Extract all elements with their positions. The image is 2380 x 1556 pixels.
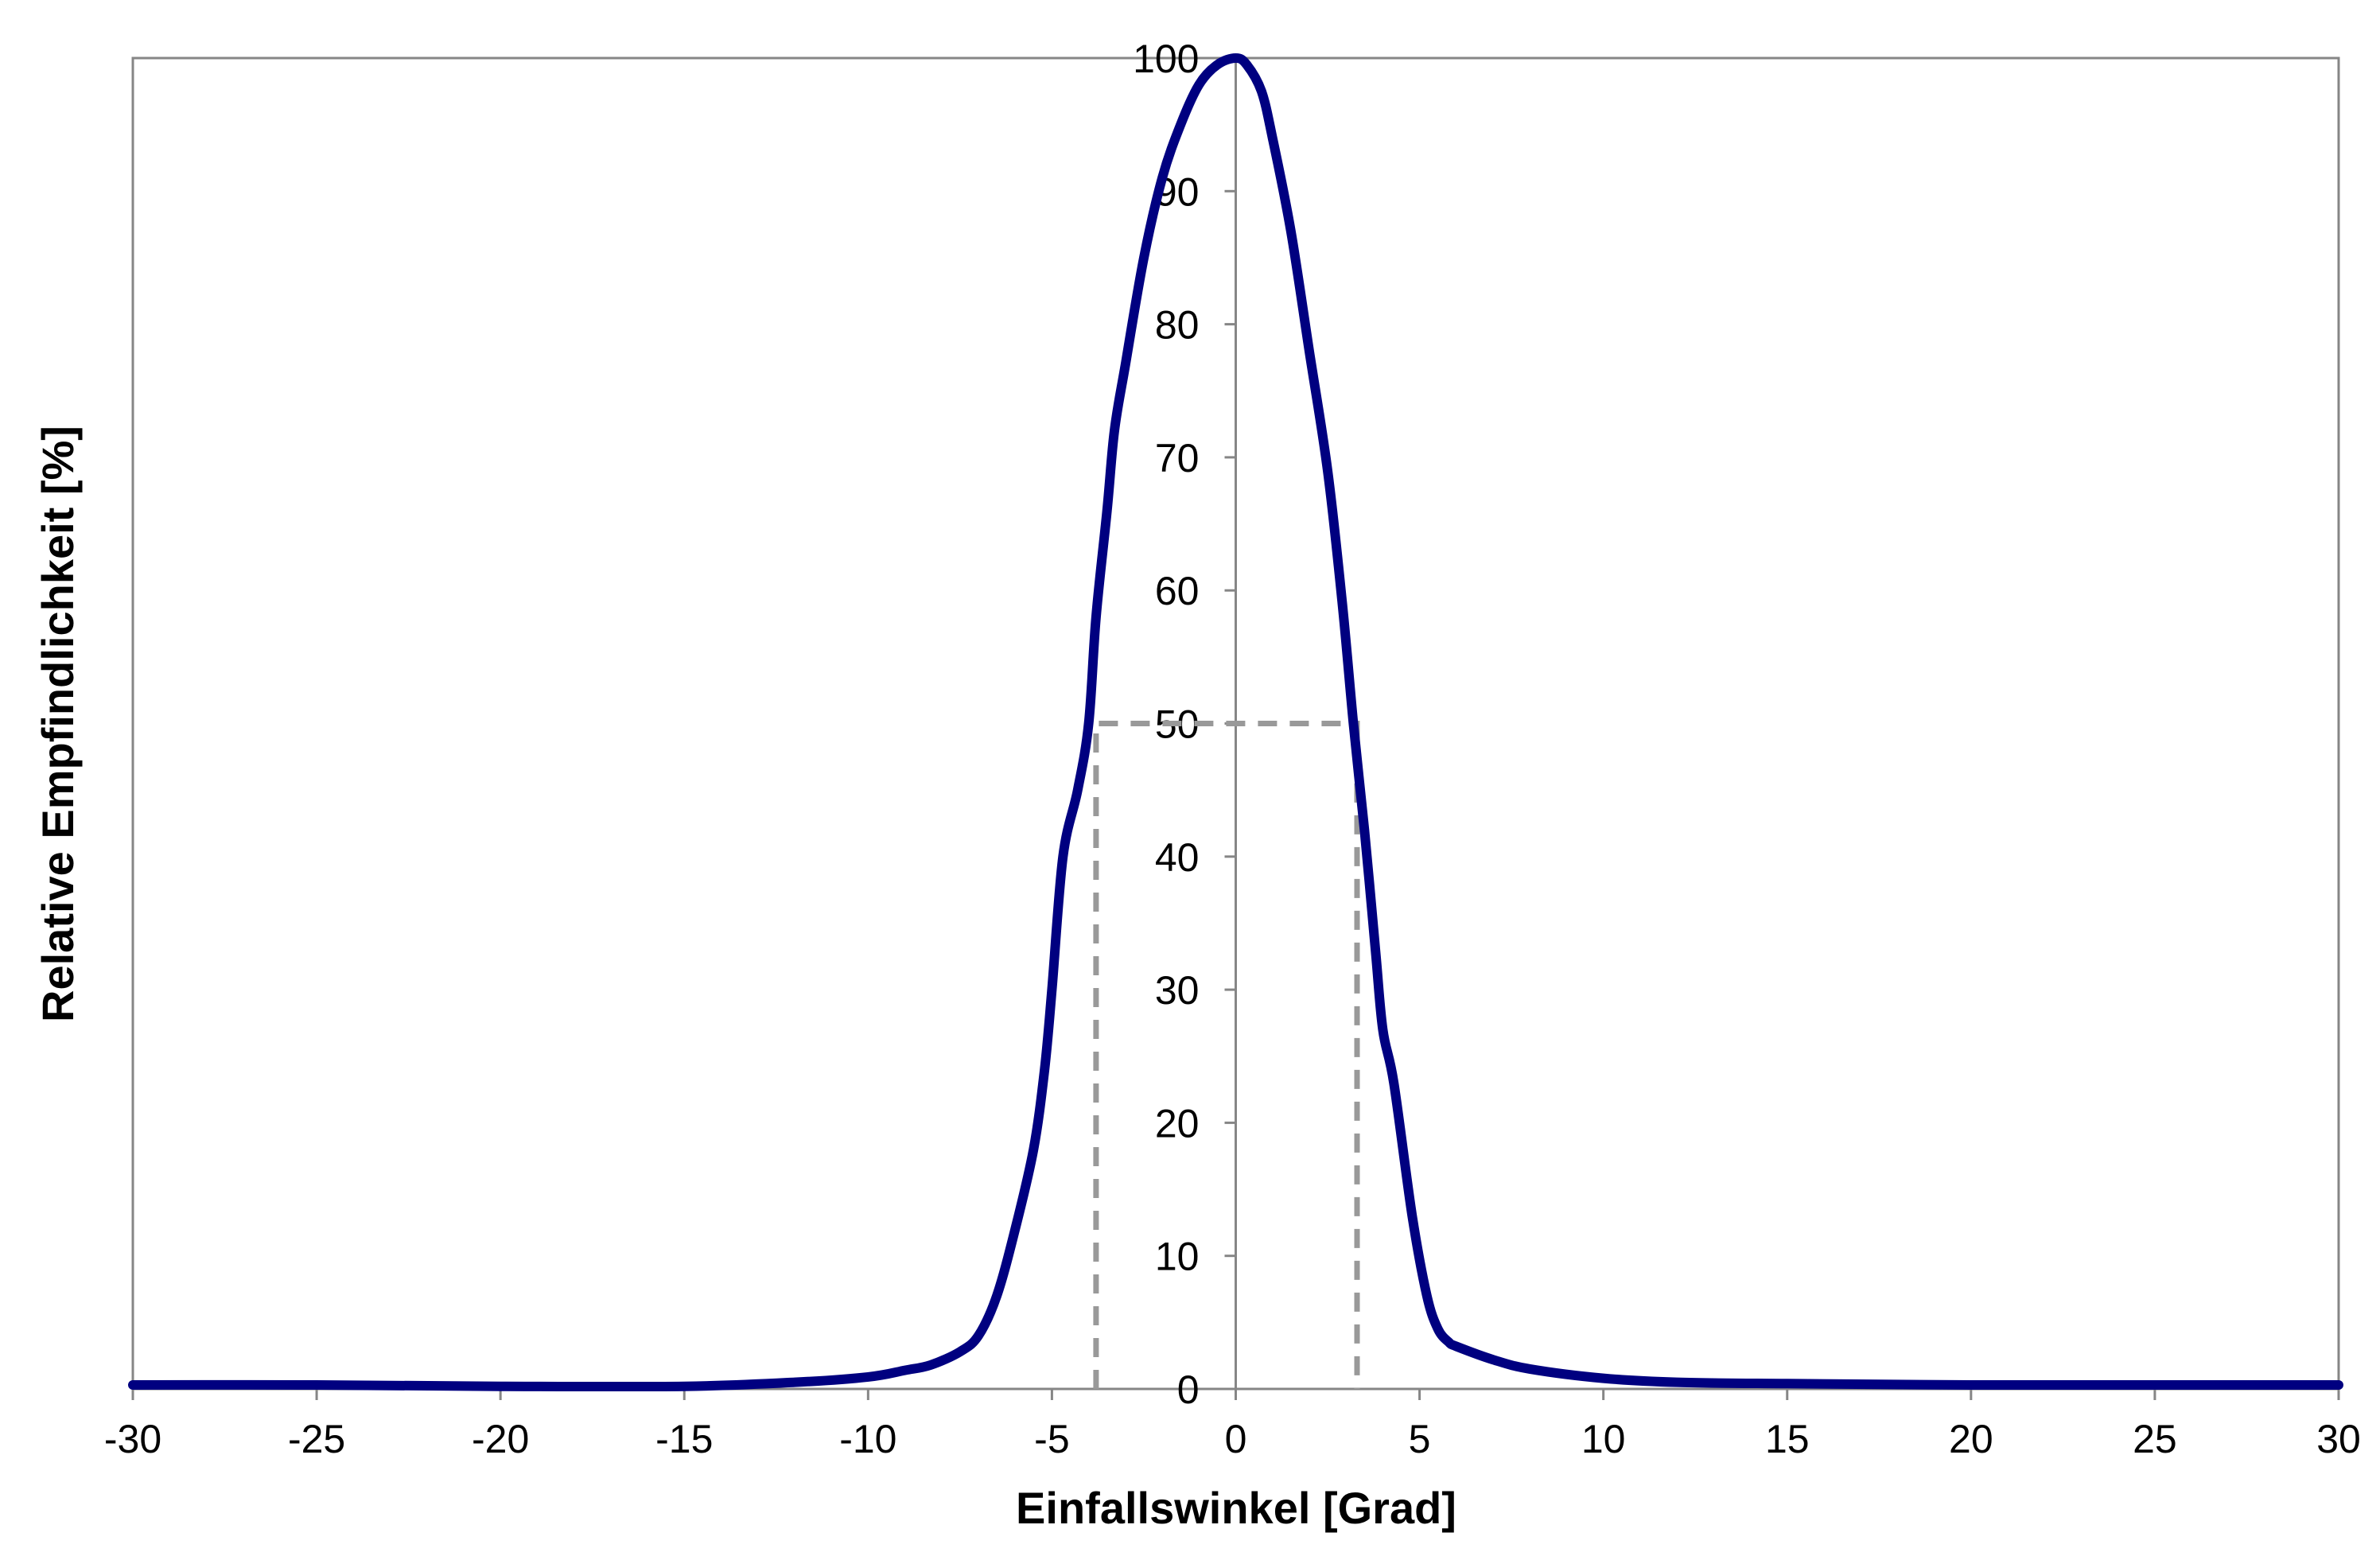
y-tick-label: 70 [1155,436,1200,480]
x-tick-label: 5 [1409,1417,1431,1461]
x-tick-label: 0 [1225,1417,1247,1461]
y-tick-label: 100 [1133,37,1199,81]
x-tick-label: -15 [655,1417,713,1461]
x-axis-title: Einfallswinkel [Grad] [1016,1483,1456,1533]
y-tick-label: 20 [1155,1101,1200,1146]
y-tick-label: 80 [1155,303,1200,348]
x-tick-label: -25 [288,1417,345,1461]
x-tick-label: 20 [1949,1417,1993,1461]
y-tick-label: 40 [1155,835,1200,880]
y-axis-title: Relative Empfindlichkeit [%] [33,426,83,1022]
y-tick-label: 60 [1155,569,1200,613]
sensitivity-curve [128,53,2343,1392]
half-sensitivity-guide [1093,721,1360,1389]
x-tick-label: 10 [1581,1417,1626,1461]
y-tick-label: 10 [1155,1235,1200,1279]
x-tick-label: 30 [2316,1417,2361,1461]
y-tick-label: 0 [1177,1367,1200,1412]
x-tick-label: 15 [1765,1417,1810,1461]
x-tick-label: 25 [2133,1417,2177,1461]
x-tick-label: -20 [472,1417,529,1461]
x-axis-tick-labels: -30 -25 -20 -15 -10 -5 0 5 10 15 20 25 30 [104,1417,2361,1461]
x-axis-ticks [131,1389,2340,1400]
y-tick-label: 30 [1155,968,1200,1013]
x-tick-label: -10 [839,1417,896,1461]
x-tick-label: -5 [1034,1417,1069,1461]
x-tick-label: -30 [104,1417,161,1461]
